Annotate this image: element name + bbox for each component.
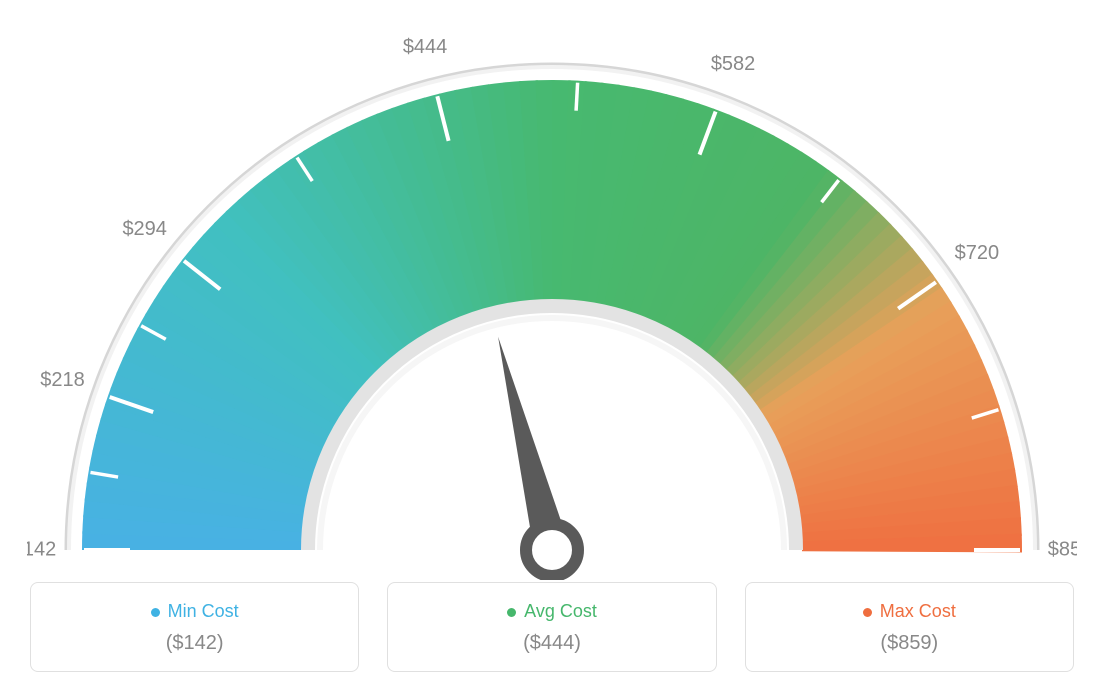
avg-cost-label: Avg Cost bbox=[524, 601, 597, 621]
min-cost-card: Min Cost ($142) bbox=[30, 582, 359, 672]
avg-cost-card: Avg Cost ($444) bbox=[387, 582, 716, 672]
gauge-svg: $142 $218 $294 $444 $582 $720 $859 bbox=[27, 20, 1077, 580]
max-cost-label: Max Cost bbox=[880, 601, 956, 621]
max-cost-title: Max Cost bbox=[746, 601, 1073, 622]
max-cost-value: ($859) bbox=[746, 632, 1073, 655]
gauge-tick-label: $582 bbox=[711, 53, 756, 75]
min-cost-value: ($142) bbox=[31, 632, 358, 655]
min-cost-label: Min Cost bbox=[168, 601, 239, 621]
gauge-tick-label: $218 bbox=[40, 369, 85, 391]
gauge-tick-label: $444 bbox=[403, 36, 448, 58]
avg-cost-title: Avg Cost bbox=[388, 601, 715, 622]
gauge-tick-label: $142 bbox=[27, 538, 56, 560]
gauge-tick-label: $859 bbox=[1048, 538, 1077, 560]
dot-icon bbox=[507, 608, 516, 617]
summary-cards: Min Cost ($142) Avg Cost ($444) Max Cost… bbox=[30, 582, 1074, 672]
avg-cost-value: ($444) bbox=[388, 632, 715, 655]
gauge-tick-label: $294 bbox=[122, 218, 167, 240]
gauge-tick-label: $720 bbox=[955, 242, 1000, 264]
dot-icon bbox=[151, 608, 160, 617]
dot-icon bbox=[863, 608, 872, 617]
cost-gauge: $142 $218 $294 $444 $582 $720 $859 bbox=[27, 20, 1077, 580]
min-cost-title: Min Cost bbox=[31, 601, 358, 622]
max-cost-card: Max Cost ($859) bbox=[745, 582, 1074, 672]
